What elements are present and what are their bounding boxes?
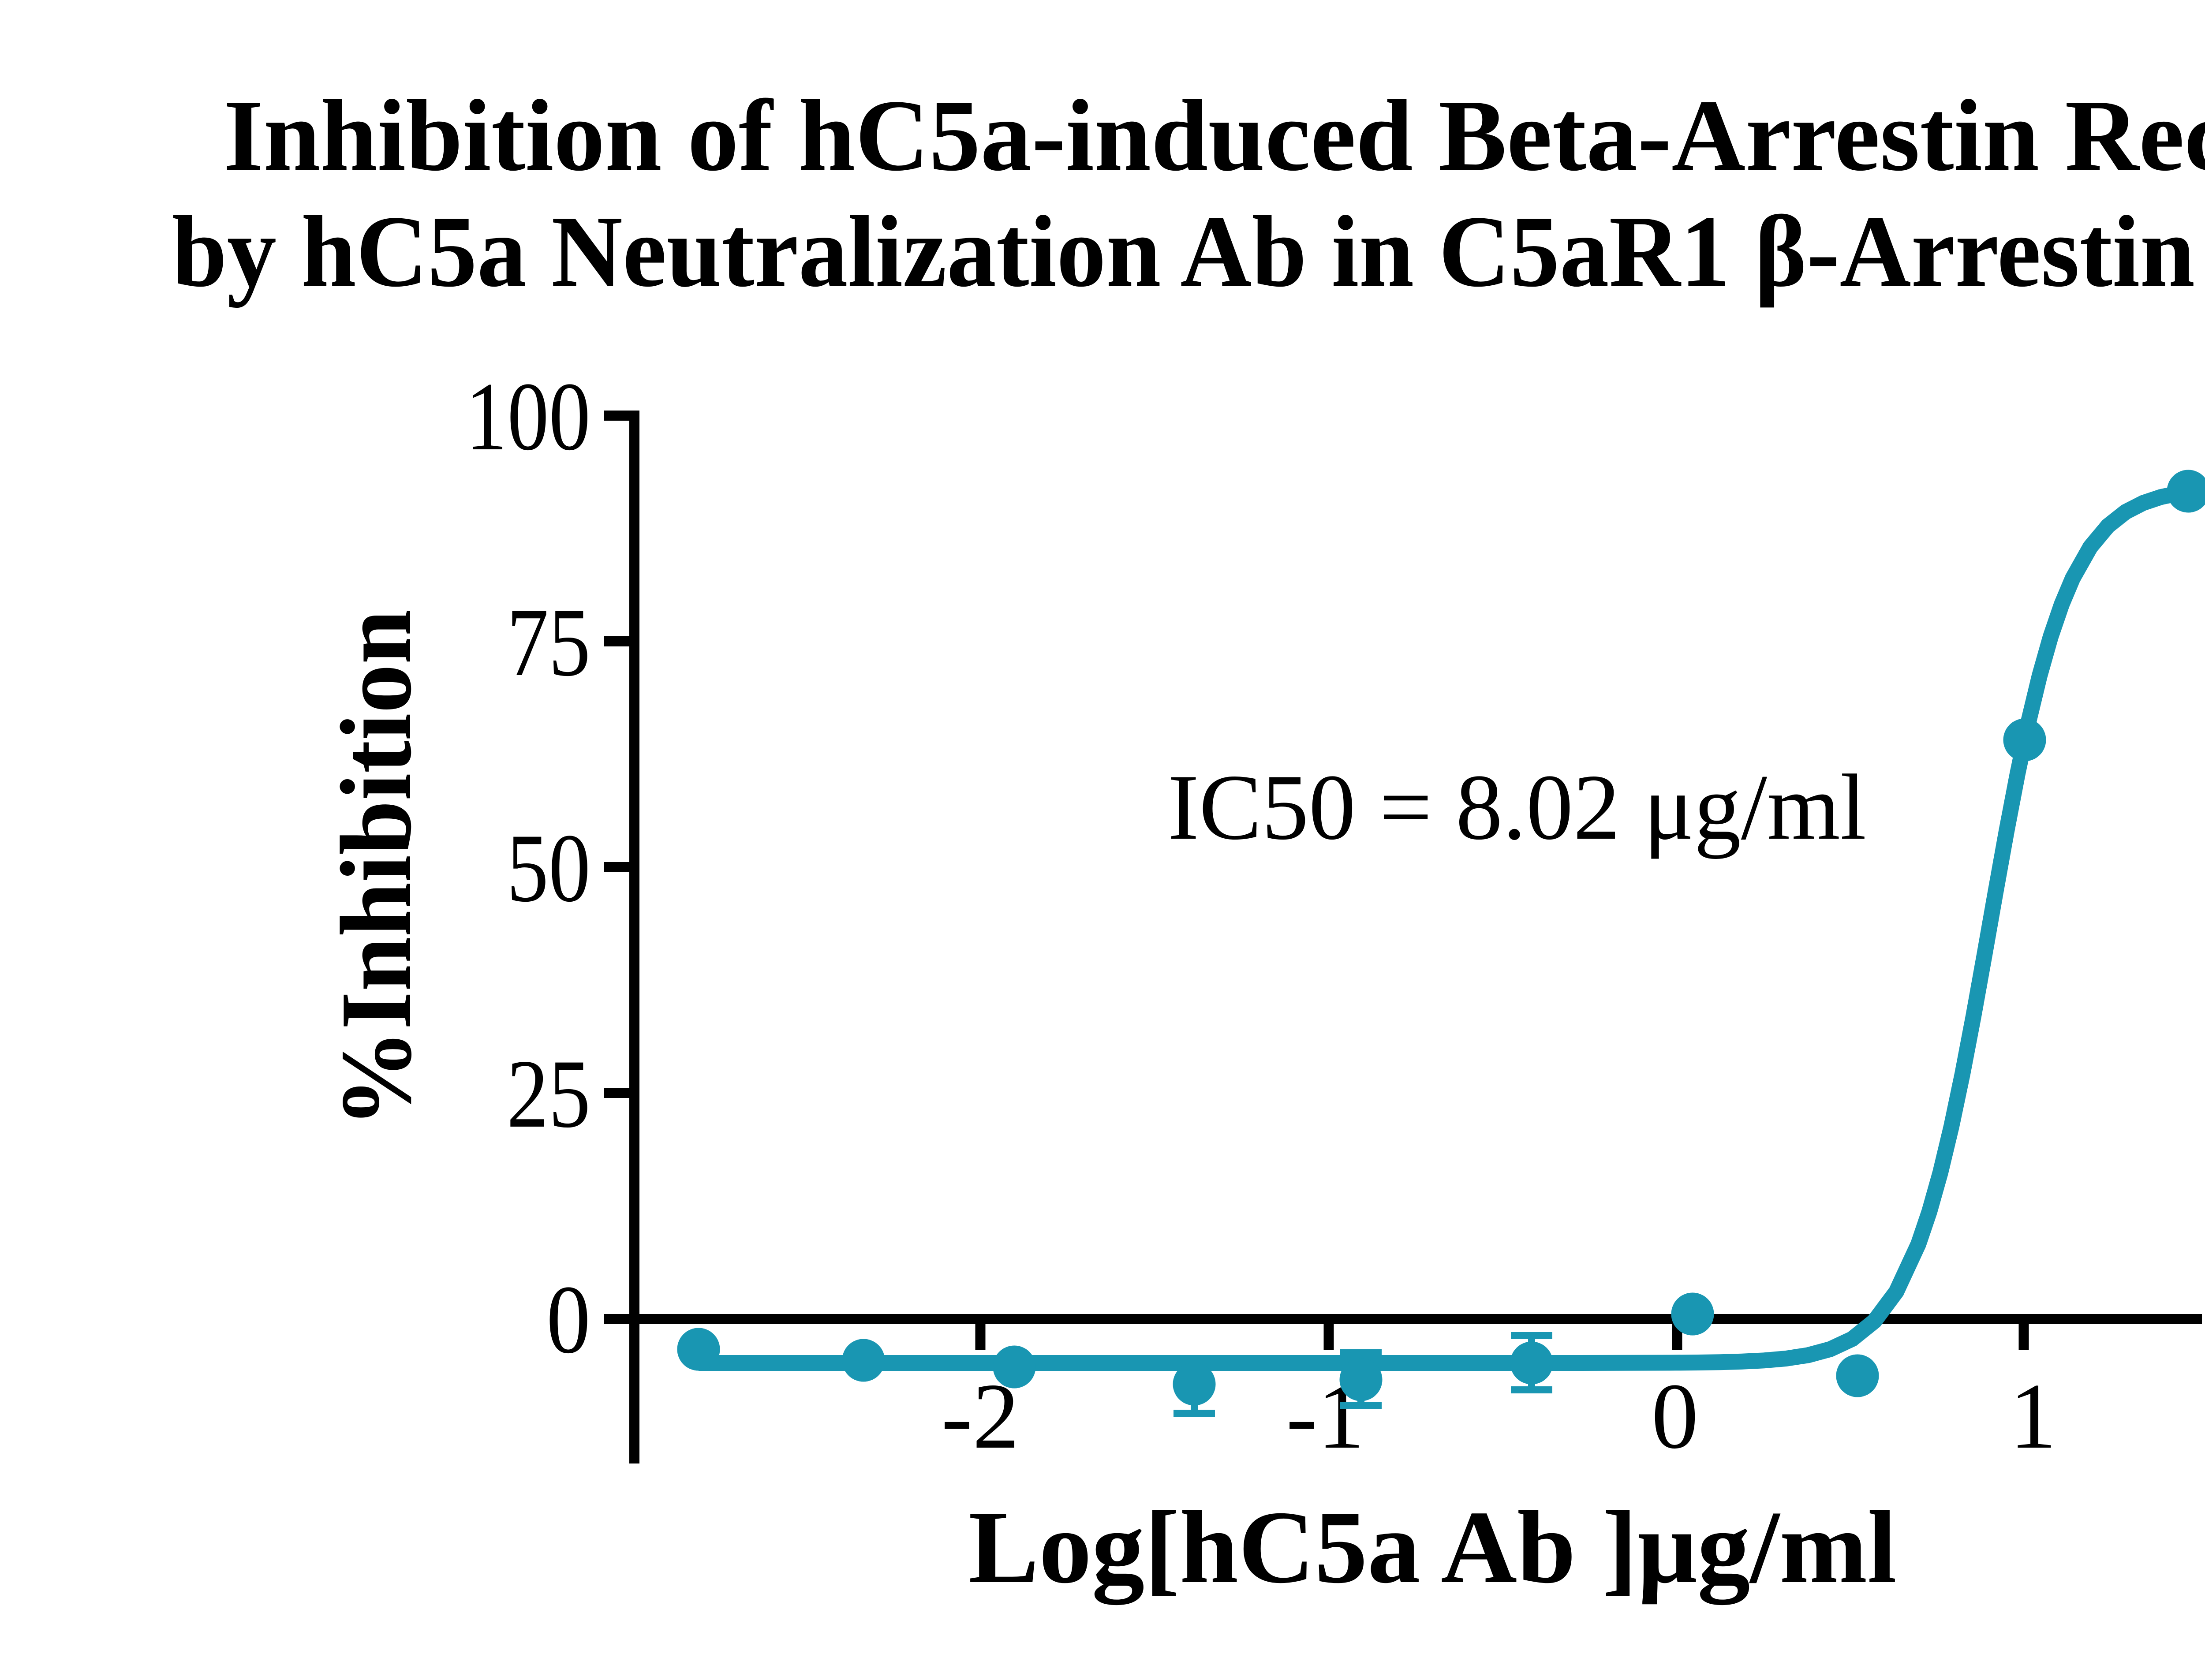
svg-text:0: 0 xyxy=(546,1266,590,1374)
svg-text:75: 75 xyxy=(507,588,590,697)
svg-text:%Inhibition: %Inhibition xyxy=(320,610,432,1128)
svg-text:50: 50 xyxy=(507,814,590,922)
svg-text:100: 100 xyxy=(466,362,590,471)
svg-text:IC50 = 8.02 μg/ml: IC50 = 8.02 μg/ml xyxy=(1168,755,1866,859)
svg-text:1: 1 xyxy=(2010,1364,2057,1468)
svg-text:25: 25 xyxy=(507,1040,590,1148)
svg-text:Inhibition of hC5a-induced Bet: Inhibition of hC5a-induced Beta-Arrestin… xyxy=(224,79,2205,192)
svg-text:0: 0 xyxy=(1652,1364,1699,1468)
svg-text:by hC5a Neutralization Ab in C: by hC5a Neutralization Ab in C5aR1 β-Arr… xyxy=(172,195,2205,308)
svg-text:Log[hC5a Ab ]μg/ml: Log[hC5a Ab ]μg/ml xyxy=(968,1490,1897,1605)
